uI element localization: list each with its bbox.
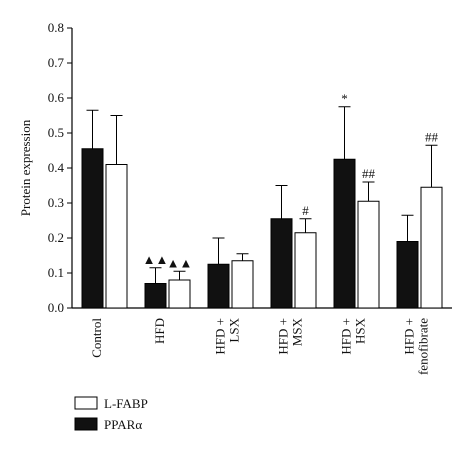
bar [420, 186, 443, 309]
annotation: * [341, 91, 348, 106]
x-tick-label: HFD +HSX [338, 317, 367, 354]
annotation: ## [425, 129, 439, 144]
y-tick-label: 0.7 [48, 55, 65, 70]
x-tick-label: HFD +MSX [275, 317, 304, 354]
annotation: ## [362, 166, 376, 181]
y-tick-label: 0.4 [48, 160, 65, 175]
legend-label: PPARα [104, 417, 142, 432]
x-tick-label: HFD +LSX [212, 317, 241, 354]
x-tick-label: HFD +fenofibrate [401, 318, 430, 375]
bar [396, 241, 419, 309]
annotation: # [302, 203, 309, 218]
bar [207, 263, 230, 309]
bar [231, 260, 254, 309]
annotation: ▲▲ [143, 252, 169, 267]
bar [81, 148, 104, 309]
bar [294, 232, 317, 309]
y-tick-label: 0.1 [48, 265, 64, 280]
legend-label: L-FABP [104, 396, 148, 411]
y-tick-label: 0.0 [48, 300, 64, 315]
bar [168, 279, 191, 309]
bar [105, 164, 128, 309]
y-tick-label: 0.5 [48, 125, 64, 140]
legend-swatch [74, 417, 98, 431]
y-tick-label: 0.3 [48, 195, 64, 210]
y-tick-label: 0.6 [48, 90, 65, 105]
x-tick-label: HFD [152, 318, 167, 344]
bar [333, 158, 356, 309]
bar [144, 283, 167, 309]
bar [357, 200, 380, 309]
y-tick-label: 0.2 [48, 230, 64, 245]
x-tick-label: Control [89, 318, 104, 358]
y-axis-label: Protein expression [18, 119, 33, 216]
legend-swatch [74, 396, 98, 410]
y-tick-label: 0.8 [48, 20, 64, 35]
bar [270, 218, 293, 309]
annotation: ▲▲ [167, 255, 193, 270]
